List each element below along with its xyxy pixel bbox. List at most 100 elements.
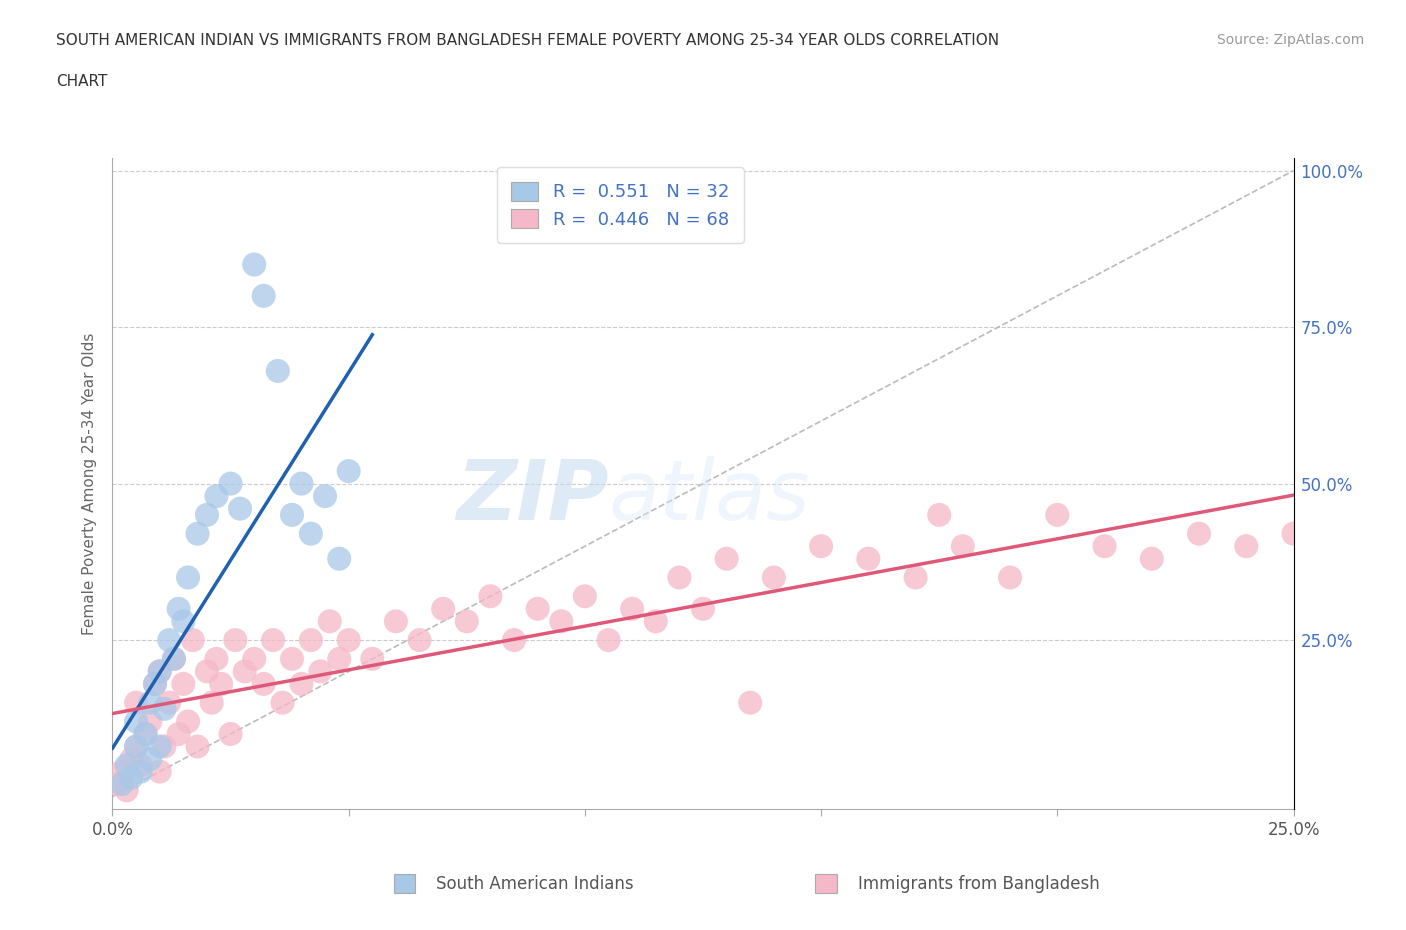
- Point: [432, 602, 454, 617]
- Point: [219, 476, 242, 491]
- Point: [456, 614, 478, 629]
- Point: [120, 770, 142, 785]
- Point: [1234, 538, 1257, 553]
- Point: [928, 508, 950, 523]
- Point: [550, 614, 572, 629]
- Point: [998, 570, 1021, 585]
- Point: [314, 488, 336, 503]
- Point: [740, 696, 762, 711]
- Point: [281, 651, 304, 666]
- Text: atlas: atlas: [609, 456, 810, 538]
- Point: [205, 651, 228, 666]
- Point: [253, 676, 276, 691]
- Point: [125, 696, 148, 711]
- Point: [361, 651, 384, 666]
- Point: [229, 501, 252, 516]
- Point: [167, 726, 190, 741]
- Point: [267, 364, 290, 379]
- Point: [224, 632, 246, 647]
- Point: [692, 602, 714, 617]
- Text: CHART: CHART: [56, 74, 108, 89]
- Point: [195, 508, 218, 523]
- Point: [299, 526, 322, 541]
- Point: [233, 664, 256, 679]
- Point: [177, 714, 200, 729]
- Point: [858, 551, 880, 566]
- Point: [172, 676, 194, 691]
- Point: [526, 602, 548, 617]
- Point: [167, 602, 190, 617]
- Point: [139, 714, 162, 729]
- Point: [243, 257, 266, 272]
- Point: [125, 739, 148, 754]
- Point: [139, 751, 162, 766]
- Point: [186, 526, 208, 541]
- Point: [172, 614, 194, 629]
- Point: [253, 288, 276, 303]
- Point: [328, 651, 350, 666]
- Point: [177, 570, 200, 585]
- Point: [163, 651, 186, 666]
- Point: [1188, 526, 1211, 541]
- Point: [115, 758, 138, 773]
- Point: [1046, 508, 1069, 523]
- Point: [143, 676, 166, 691]
- Point: [195, 664, 218, 679]
- Point: [1094, 538, 1116, 553]
- Point: [290, 676, 312, 691]
- Point: [181, 632, 204, 647]
- Point: [111, 777, 134, 791]
- Point: [243, 651, 266, 666]
- Point: [129, 764, 152, 779]
- Point: [337, 632, 360, 647]
- Point: [574, 589, 596, 604]
- Point: [598, 632, 620, 647]
- Point: [149, 664, 172, 679]
- Text: South American Indians: South American Indians: [436, 874, 634, 893]
- Point: [810, 538, 832, 553]
- Point: [209, 676, 232, 691]
- Point: [125, 714, 148, 729]
- Legend: R =  0.551   N = 32, R =  0.446   N = 68: R = 0.551 N = 32, R = 0.446 N = 68: [496, 167, 744, 243]
- Point: [105, 777, 128, 791]
- Point: [135, 726, 157, 741]
- Point: [328, 551, 350, 566]
- Point: [201, 696, 224, 711]
- Point: [408, 632, 430, 647]
- Point: [1282, 526, 1305, 541]
- Point: [157, 632, 180, 647]
- Point: [621, 602, 644, 617]
- Point: [952, 538, 974, 553]
- Point: [129, 758, 152, 773]
- Text: ZIP: ZIP: [456, 456, 609, 538]
- Point: [157, 696, 180, 711]
- Point: [1140, 551, 1163, 566]
- Point: [337, 464, 360, 479]
- Point: [219, 726, 242, 741]
- Y-axis label: Female Poverty Among 25-34 Year Olds: Female Poverty Among 25-34 Year Olds: [82, 332, 97, 635]
- Text: SOUTH AMERICAN INDIAN VS IMMIGRANTS FROM BANGLADESH FEMALE POVERTY AMONG 25-34 Y: SOUTH AMERICAN INDIAN VS IMMIGRANTS FROM…: [56, 33, 1000, 47]
- Point: [149, 664, 172, 679]
- Point: [111, 764, 134, 779]
- Point: [762, 570, 785, 585]
- Point: [149, 764, 172, 779]
- Point: [262, 632, 284, 647]
- Point: [163, 651, 186, 666]
- Point: [120, 751, 142, 766]
- Point: [149, 739, 172, 754]
- Point: [139, 696, 162, 711]
- Point: [644, 614, 666, 629]
- Point: [143, 676, 166, 691]
- Point: [153, 701, 176, 716]
- Point: [281, 508, 304, 523]
- Text: Immigrants from Bangladesh: Immigrants from Bangladesh: [858, 874, 1099, 893]
- Point: [125, 739, 148, 754]
- Point: [153, 739, 176, 754]
- Point: [290, 476, 312, 491]
- Point: [479, 589, 502, 604]
- Point: [135, 726, 157, 741]
- Point: [385, 614, 408, 629]
- Point: [115, 783, 138, 798]
- Point: [271, 696, 294, 711]
- Point: [299, 632, 322, 647]
